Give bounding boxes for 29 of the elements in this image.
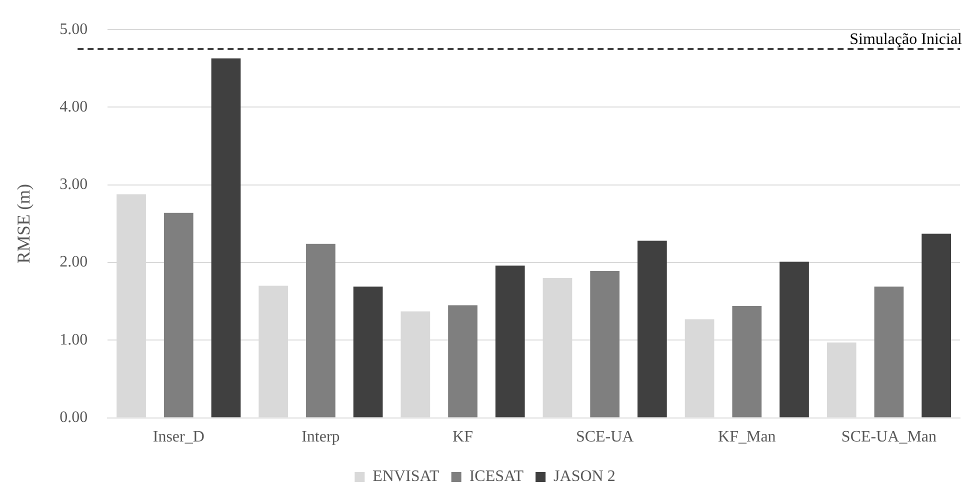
x-tick-label: KF_Man (718, 428, 776, 446)
legend-label: JASON 2 (554, 468, 616, 486)
legend-label: ICESAT (469, 468, 524, 486)
bar (922, 234, 952, 418)
bar (780, 262, 809, 418)
y-tick-label: 3.00 (60, 176, 88, 194)
bar (211, 58, 241, 418)
y-tick-label: 1.00 (60, 331, 88, 348)
y-tick-label: 5.00 (60, 20, 88, 38)
y-tick-label: 0.00 (60, 409, 88, 426)
y-tick-label: 4.00 (60, 98, 88, 116)
y-axis-title: RMSE (m) (14, 184, 34, 264)
bar (590, 271, 620, 418)
bar (874, 286, 904, 418)
ref-line-label: Simulação Inicial (850, 31, 963, 48)
bar (164, 212, 194, 418)
bar (495, 266, 525, 418)
y-tick-label: 2.00 (60, 254, 88, 271)
bar (732, 306, 762, 418)
legend-label: ENVISAT (372, 468, 440, 486)
bar (353, 286, 383, 418)
bar (448, 305, 478, 418)
x-tick-label: KF (452, 428, 474, 446)
x-tick-label: SCE-UA (576, 428, 634, 446)
x-tick-label: Interp (302, 428, 340, 446)
x-tick-label: Inser_D (152, 428, 204, 446)
bar (306, 244, 336, 418)
bar (638, 240, 667, 418)
x-tick-label: SCE-UA_Man (841, 428, 937, 446)
